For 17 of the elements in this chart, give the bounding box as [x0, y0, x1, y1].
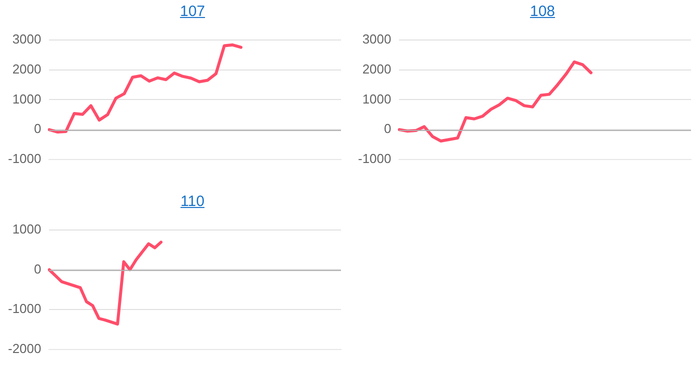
y-tick-label: -2000 [8, 341, 42, 356]
y-tick-label: 3000 [12, 31, 42, 46]
y-tick-label: -1000 [8, 301, 42, 316]
y-tick-label: 0 [34, 261, 42, 276]
y-tick-label: 0 [384, 121, 392, 136]
y-tick-label: -1000 [8, 151, 42, 166]
chart-title: 108 [528, 3, 556, 20]
y-tick-label: 2000 [362, 61, 392, 76]
y-tick-label: 1000 [362, 91, 392, 106]
chart-title: 107 [178, 3, 206, 20]
y-tick-label: 0 [34, 121, 42, 136]
y-tick-label: -1000 [358, 151, 392, 166]
y-tick-label: 1000 [12, 221, 42, 236]
y-tick-label: 3000 [362, 31, 392, 46]
y-tick-label: 2000 [12, 61, 42, 76]
chart-title: 110 [180, 193, 206, 210]
y-tick-label: 1000 [12, 91, 42, 106]
